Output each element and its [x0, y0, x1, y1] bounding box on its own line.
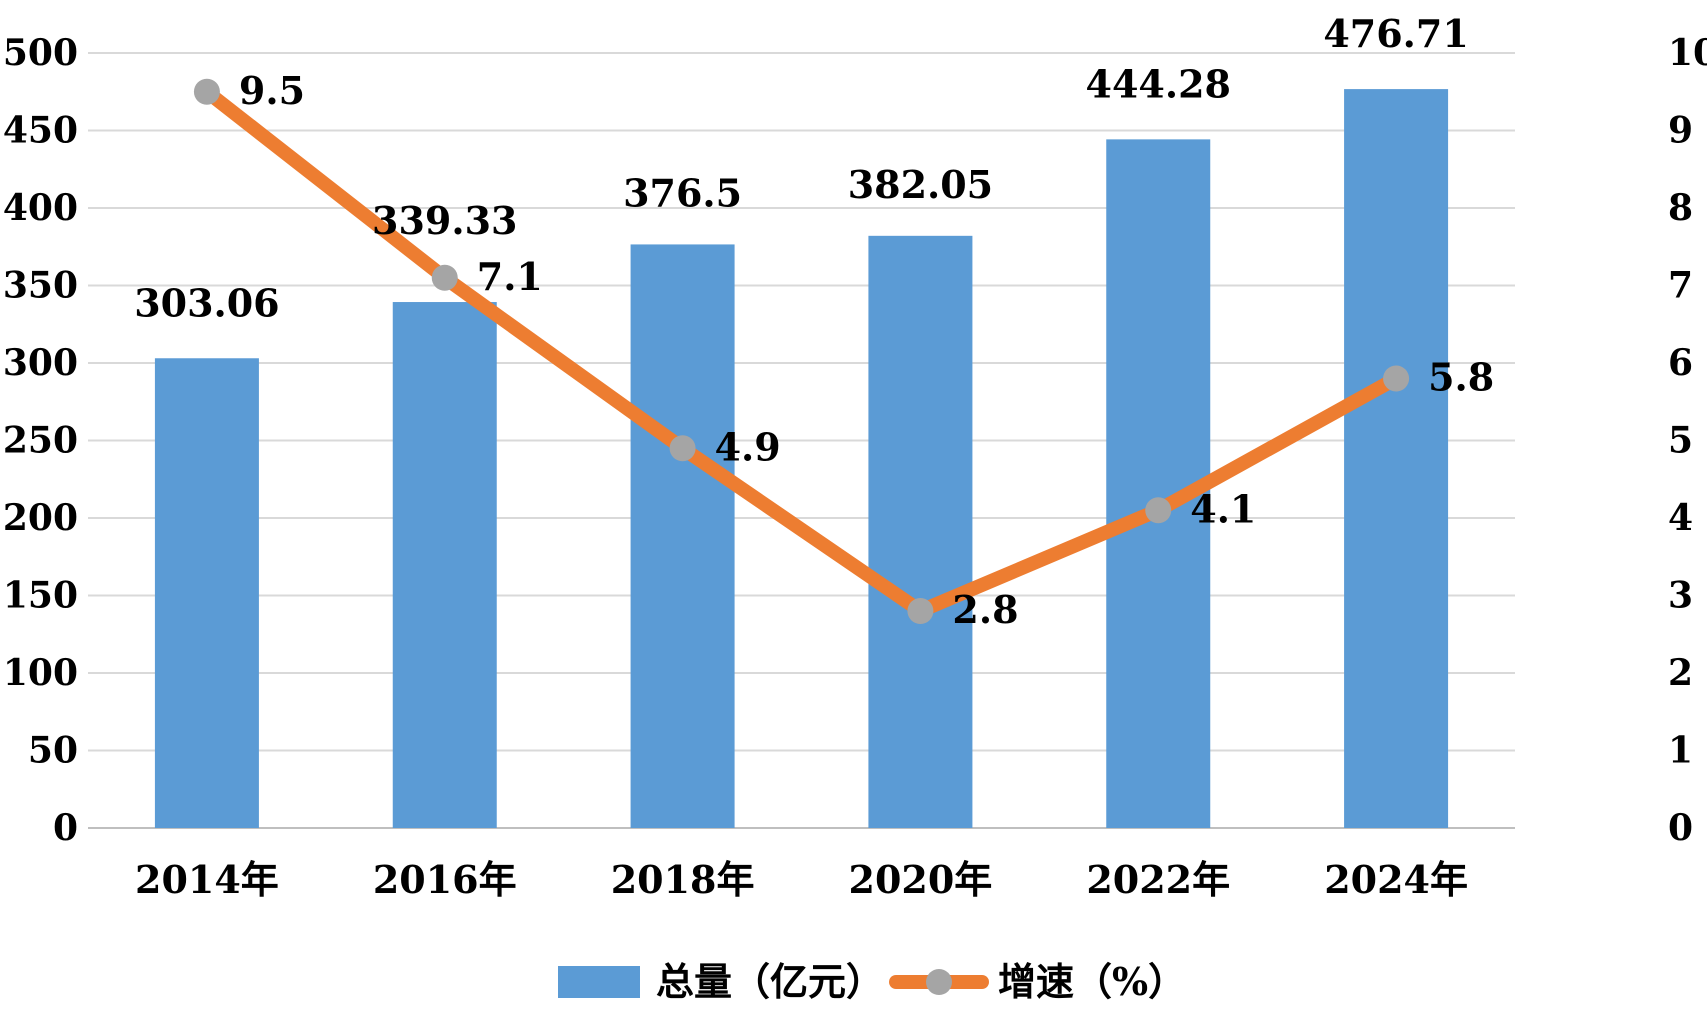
line-value-label: 5.8 [1428, 355, 1494, 400]
bar [154, 358, 259, 828]
y-left-tick-label: 450 [3, 110, 78, 152]
bar [630, 244, 735, 829]
line-series [193, 78, 1410, 624]
legend-marker [926, 969, 952, 995]
y-right-tick-label: 3 [1668, 575, 1693, 617]
y-right-tick-label: 1 [1668, 730, 1693, 772]
bar-value-label: 444.28 [1086, 61, 1231, 106]
bar [392, 302, 497, 828]
gridlines [88, 52, 1515, 829]
bar [1344, 89, 1449, 829]
y-left-tick-label: 200 [3, 497, 78, 539]
line-value-label: 4.1 [1190, 486, 1256, 531]
y-right-tick-label: 2 [1668, 652, 1693, 694]
y-left-tick-label: 150 [3, 575, 78, 617]
line-point [1383, 365, 1410, 392]
x-tick-label: 2014年 [135, 857, 279, 902]
legend-swatch-bars [558, 966, 640, 998]
line-point [907, 598, 934, 624]
line-point [193, 78, 220, 105]
y-left-tick-label: 300 [3, 342, 78, 384]
legend: 总量（亿元） 增速（%） [558, 959, 1186, 1004]
line-value-label: 4.9 [715, 424, 781, 469]
y-right-tick-label: 9 [1668, 110, 1693, 152]
growth-line [199, 84, 1404, 618]
legend-label-line: 增速（%） [998, 959, 1186, 1004]
y-left-tick-label: 250 [3, 420, 78, 462]
axes: 0 50 100 150 200 250 300 350 400 450 500 0 1 2 3 4 5 6 7 8 9… [3, 32, 1707, 902]
x-tick-label: 2016年 [373, 857, 517, 902]
bar [868, 235, 973, 828]
line-point [1145, 497, 1172, 524]
y-right-tick-label: 5 [1668, 420, 1693, 462]
y-right-tick-label: 10 [1668, 32, 1707, 74]
line-value-label: 2.8 [952, 587, 1018, 632]
bar-value-label: 303.06 [134, 280, 279, 325]
y-right-tick-label: 8 [1668, 187, 1693, 229]
y-left-tick-label: 400 [3, 187, 78, 229]
legend-label-bars: 总量（亿元） [656, 959, 884, 1004]
x-tick-label: 2018年 [611, 857, 755, 902]
y-right-tick-label: 7 [1668, 265, 1693, 307]
bar-value-label: 382.05 [848, 162, 993, 207]
y-left-tick-label: 100 [3, 652, 78, 694]
y-left-tick-label: 50 [28, 730, 78, 772]
data-labels: 303.06 339.33 376.5 382.05 444.28 476.71 9.5 7.… [134, 11, 1494, 632]
x-tick-label: 2020年 [849, 857, 993, 902]
y-right-tick-label: 0 [1668, 807, 1693, 849]
y-left-tick-label: 500 [3, 32, 78, 74]
line-point [669, 435, 696, 462]
bar-value-label: 376.5 [623, 170, 742, 215]
line-point [431, 264, 458, 291]
line-value-label: 7.1 [477, 254, 543, 299]
bar-value-label: 339.33 [372, 198, 517, 243]
bar-value-label: 476.71 [1323, 11, 1468, 56]
y-left-tick-label: 0 [53, 807, 78, 849]
x-tick-label: 2022年 [1086, 857, 1230, 902]
x-tick-label: 2024年 [1324, 857, 1468, 902]
y-right-tick-label: 4 [1668, 497, 1693, 539]
y-right-tick-label: 6 [1668, 342, 1693, 384]
bar-series [154, 89, 1449, 829]
line-value-label: 9.5 [239, 68, 305, 113]
y-left-tick-label: 350 [3, 265, 78, 307]
